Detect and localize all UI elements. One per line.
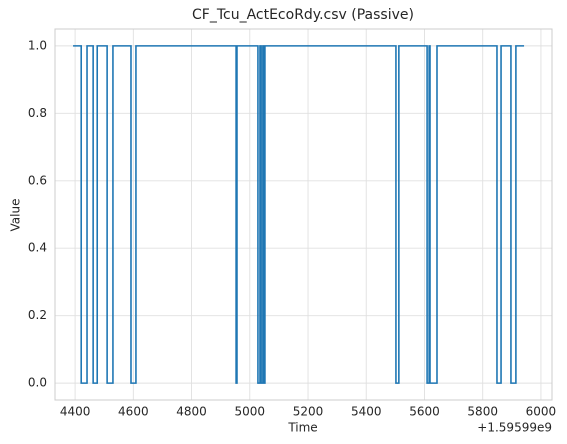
x-tick-label: 4600 — [118, 405, 149, 419]
plot-frame — [54, 28, 553, 401]
x-tick-label: 5400 — [351, 405, 382, 419]
line-series — [73, 45, 525, 384]
x-tick-label: 5600 — [409, 405, 440, 419]
x-tick-label: 5800 — [467, 405, 498, 419]
x-tick-label: 5200 — [293, 405, 324, 419]
y-tick-label: 0.2 — [28, 308, 47, 322]
x-offset-label: +1.59599e9 — [477, 421, 552, 435]
x-tick-label: 6000 — [526, 405, 557, 419]
x-tick-label: 4400 — [60, 405, 91, 419]
chart-title: CF_Tcu_ActEcoRdy.csv (Passive) — [192, 7, 414, 23]
y-tick-label: 0.6 — [28, 173, 47, 187]
x-tick-label: 4800 — [176, 405, 207, 419]
y-tick-label: 1.0 — [28, 38, 47, 52]
x-axis-label: Time — [287, 421, 317, 435]
y-tick-label: 0.8 — [28, 106, 47, 120]
y-tick-label: 0.0 — [28, 376, 47, 390]
y-tick-label: 0.4 — [28, 241, 47, 255]
y-axis-label: Value — [9, 199, 23, 232]
x-tick-label: 5000 — [235, 405, 266, 419]
